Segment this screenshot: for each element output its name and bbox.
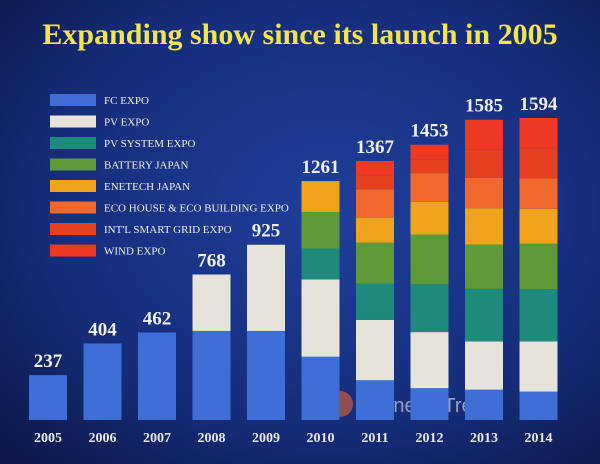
- bar-segment: [410, 284, 449, 333]
- bar-segment: [465, 177, 503, 209]
- bar-segment: [465, 119, 503, 150]
- bar-segment: [410, 234, 449, 285]
- legend-label: WIND EXPO: [104, 246, 165, 258]
- legend-label: ECO HOUSE & ECO BUILDING EXPO: [104, 203, 289, 215]
- legend-label: ENETECH JAPAN: [104, 181, 190, 193]
- bar-segment: [356, 217, 394, 243]
- total-label: 1585: [465, 96, 503, 117]
- bar-segment: [192, 330, 231, 420]
- legend-label: INT'L SMART GRID EXPO: [104, 224, 232, 236]
- bar-segment: [301, 356, 340, 420]
- bar-segment: [410, 159, 449, 174]
- x-tick-label: 2009: [252, 431, 280, 446]
- legend-swatch: [50, 180, 96, 192]
- x-tick-label: 2008: [198, 431, 226, 446]
- bar-segment: [247, 244, 285, 331]
- bar-segment: [356, 161, 394, 176]
- total-label: 768: [197, 250, 226, 271]
- bar-segment: [519, 178, 558, 209]
- x-tick-label: 2007: [143, 431, 171, 446]
- total-label: 1261: [302, 157, 340, 178]
- legend-swatch: [50, 158, 96, 171]
- bar-segment: [356, 319, 394, 381]
- bar-segment: [301, 248, 340, 280]
- total-label: 404: [88, 319, 117, 340]
- legend-label: FC EXPO: [104, 95, 149, 107]
- bar-segment: [519, 118, 558, 149]
- bar-segment: [29, 375, 67, 420]
- legend-swatch: [50, 201, 96, 214]
- legend-swatch: [50, 115, 96, 128]
- bar-segment: [519, 148, 558, 179]
- chart-title: Expanding show since its launch in 2005: [42, 18, 557, 51]
- legend-label: BATTERY JAPAN: [104, 160, 189, 172]
- bar-segment: [410, 201, 449, 235]
- bar-segment: [356, 189, 394, 218]
- bar-segment: [83, 343, 122, 420]
- bar-segment: [519, 208, 558, 244]
- total-label: 1594: [520, 94, 559, 115]
- bar-segment: [356, 242, 394, 284]
- legend-label: PV SYSTEM EXPO: [104, 138, 196, 150]
- total-label: 925: [252, 221, 281, 242]
- x-tick-label: 2005: [34, 431, 62, 446]
- bar-segment: [519, 341, 558, 392]
- bar-segment: [465, 244, 503, 289]
- x-tick-label: 2014: [525, 431, 553, 446]
- bar-segment: [410, 332, 449, 389]
- bar-segment: [465, 389, 503, 420]
- total-label: 462: [143, 308, 172, 329]
- total-label: 1367: [356, 137, 395, 158]
- bar-segment: [465, 341, 503, 390]
- total-label: 237: [34, 351, 63, 372]
- bar-segment: [465, 288, 503, 342]
- bar-segment: [410, 388, 449, 420]
- x-tick-label: 2010: [307, 431, 335, 446]
- x-tick-label: 2012: [416, 431, 444, 446]
- legend-swatch: [50, 94, 96, 106]
- bar-segment: [301, 181, 340, 212]
- bar-segment: [410, 144, 449, 160]
- bar-segment: [519, 391, 558, 420]
- bar-segment: [301, 211, 340, 249]
- x-tick-label: 2006: [89, 431, 117, 446]
- legend-swatch: [50, 137, 96, 149]
- bar-segment: [465, 149, 503, 178]
- bar-segment: [192, 274, 231, 331]
- total-label: 1453: [411, 121, 449, 142]
- bar-segment: [247, 330, 285, 420]
- legend-label: PV EXPO: [104, 117, 149, 129]
- bar-segment: [301, 279, 340, 357]
- bar-segment: [356, 175, 394, 190]
- bar-segment: [356, 380, 394, 420]
- bar-segment: [356, 283, 394, 320]
- bar-segment: [410, 173, 449, 202]
- bar-segment: [519, 289, 558, 342]
- x-tick-label: 2011: [361, 431, 388, 446]
- legend-swatch: [50, 244, 96, 257]
- bar-segment: [465, 208, 503, 245]
- bar-segment: [519, 243, 558, 290]
- bar-segment: [138, 332, 176, 420]
- x-tick-label: 2013: [470, 431, 498, 446]
- legend-swatch: [50, 223, 96, 235]
